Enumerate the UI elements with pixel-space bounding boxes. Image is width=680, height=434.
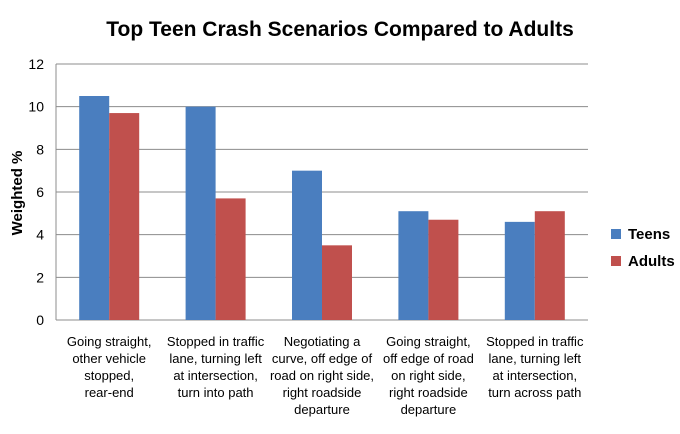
axes: 0 2 4 6 8 10 12 Going straight, other vehicle sto… <box>28 56 584 417</box>
x-category-label-line: off edge of road <box>383 351 474 366</box>
x-category-label-line: lane, turning left <box>169 351 262 366</box>
y-tick-label: 6 <box>36 184 44 200</box>
bar-adults <box>215 198 246 320</box>
x-category-label-line: departure <box>294 402 350 417</box>
x-category-label: Negotiating a curve, off edge of road on r… <box>270 334 374 417</box>
bar-adults <box>534 211 565 320</box>
bars <box>79 96 565 321</box>
y-tick-label: 4 <box>36 227 44 243</box>
chart-title: Top Teen Crash Scenarios Compared to Adu… <box>106 18 574 41</box>
x-category-label-line: turn into path <box>178 385 254 400</box>
y-tick-label: 12 <box>28 56 44 72</box>
x-category-label-line: Stopped in traffic <box>486 334 584 349</box>
x-category-label-line: turn across path <box>488 385 581 400</box>
x-category-label-line: Going straight, <box>67 334 152 349</box>
x-category-label-line: at intersection, <box>493 368 578 383</box>
y-tick-label: 8 <box>36 141 44 157</box>
bar-adults <box>322 245 352 320</box>
x-category-label: Stopped in traffic lane, turning left at i… <box>167 334 265 400</box>
legend-label-adults: Adults <box>628 253 675 270</box>
x-category-label-line: Negotiating a <box>284 334 361 349</box>
x-category-label-line: at intersection, <box>173 368 258 383</box>
bar-teens <box>185 106 216 321</box>
x-category-label-line: other vehicle <box>72 351 146 366</box>
x-category-label-line: road on right side, <box>270 368 374 383</box>
x-category-label-line: on right side, <box>391 368 465 383</box>
bar-teens <box>79 96 110 320</box>
bar-teens <box>398 211 429 320</box>
x-category-label-line: curve, off edge of <box>272 351 373 366</box>
legend-label-teens: Teens <box>628 226 670 243</box>
x-category-label-line: Stopped in traffic <box>167 334 265 349</box>
bar-adults <box>109 113 140 320</box>
x-category-label-line: Going straight, <box>386 334 471 349</box>
x-category-label: Going straight, off edge of road on right … <box>383 334 474 417</box>
bar-adults <box>428 219 459 320</box>
x-category-label-line: lane, turning left <box>489 351 582 366</box>
legend-swatch-adults <box>611 256 621 266</box>
y-axis-label: Weighted % <box>9 151 26 236</box>
x-category-label-line: rear-end <box>85 385 134 400</box>
legend-swatch-teens <box>611 229 621 239</box>
x-category-label-line: right roadside <box>389 385 468 400</box>
y-tick-label: 10 <box>28 99 44 115</box>
y-tick-label: 0 <box>36 312 44 328</box>
x-category-label-line: departure <box>401 402 457 417</box>
bar-teens <box>292 170 322 320</box>
y-tick-label: 2 <box>36 269 44 285</box>
x-category-label-line: right roadside <box>283 385 362 400</box>
x-category-label-line: stopped, <box>84 368 134 383</box>
x-category-label: Stopped in traffic lane, turning left at i… <box>486 334 584 400</box>
x-category-label: Going straight, other vehicle stopped, rear… <box>67 334 152 400</box>
bar-teens <box>504 221 535 320</box>
legend: Teens Adults <box>611 226 675 270</box>
